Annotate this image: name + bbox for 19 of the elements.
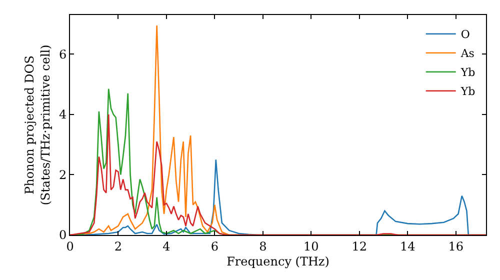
y-tick-label: 4 xyxy=(58,108,67,122)
x-tick-label: 8 xyxy=(259,239,267,254)
x-tick-label: 4 xyxy=(162,239,171,254)
legend-label: As xyxy=(460,47,475,60)
y-tick-label: 0 xyxy=(58,228,67,242)
y-axis-title: Phonon projected DOS (States/THz·primitive cell) xyxy=(22,44,52,206)
line-series xyxy=(70,114,486,235)
y-tick-label: 2 xyxy=(58,168,67,182)
x-tick-label: 6 xyxy=(210,239,219,254)
y-tick-label: 6 xyxy=(58,47,67,62)
legend-label: Yb xyxy=(460,66,476,80)
x-tick-label: 12 xyxy=(352,239,368,254)
x-tick-label: 16 xyxy=(448,239,464,254)
legend-label: O xyxy=(460,28,470,42)
x-tick-label: 10 xyxy=(304,239,319,254)
x-axis-title: Frequency (THz) xyxy=(226,254,330,268)
x-tick-label: 14 xyxy=(400,239,416,254)
legend-label: Yb xyxy=(460,85,476,98)
x-tick-label: 2 xyxy=(114,239,122,254)
